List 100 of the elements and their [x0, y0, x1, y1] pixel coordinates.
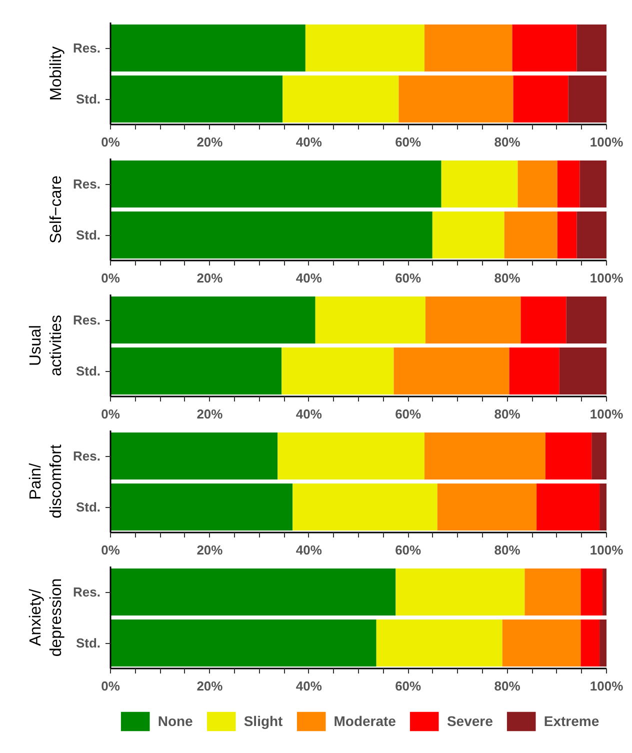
- x-tick-label: 60%: [395, 270, 422, 286]
- bar: [566, 296, 606, 344]
- legend-label: Severe: [446, 713, 493, 729]
- bar: [568, 76, 606, 122]
- bar: [110, 212, 432, 258]
- x-tick-label: 80%: [494, 134, 521, 150]
- x-tick-label: 0%: [101, 270, 120, 286]
- bar: [315, 296, 426, 344]
- y-tick-label: Res.: [73, 584, 101, 600]
- legend-label: Moderate: [334, 713, 396, 729]
- bar: [437, 484, 537, 530]
- y-tick-label: Res.: [73, 312, 101, 328]
- bar: [282, 76, 399, 122]
- bar: [305, 24, 424, 72]
- x-tick-label: 100%: [590, 270, 624, 286]
- y-axis-title: Usual activities: [28, 314, 66, 376]
- y-axis-title: Self−care: [48, 175, 66, 244]
- bar: [509, 348, 560, 394]
- bar: [520, 296, 566, 344]
- bar: [592, 432, 606, 480]
- bar: [559, 348, 606, 394]
- bar: [557, 160, 580, 208]
- x-tick-label: 40%: [296, 406, 322, 422]
- x-tick-label: 100%: [590, 678, 624, 694]
- x-tick-label: 60%: [395, 134, 422, 150]
- x-tick-label: 60%: [395, 678, 422, 694]
- bar: [502, 620, 581, 666]
- y-tick-label: Std.: [76, 636, 101, 650]
- x-tick-label: 40%: [296, 542, 322, 558]
- bar: [376, 620, 502, 666]
- x-tick-label: 60%: [395, 406, 422, 422]
- bar: [545, 432, 592, 480]
- bar: [580, 160, 606, 208]
- bar: [396, 568, 525, 616]
- x-tick-label: 40%: [296, 270, 322, 286]
- x-tick-label: 0%: [101, 678, 120, 694]
- x-tick-label: 100%: [590, 542, 624, 558]
- bar: [518, 160, 558, 208]
- bar: [576, 212, 606, 258]
- x-tick-label: 80%: [494, 678, 521, 694]
- bar: [557, 212, 577, 258]
- bar: [580, 568, 603, 616]
- bar: [110, 484, 293, 530]
- bar: [110, 568, 396, 616]
- y-tick-label: Std.: [76, 500, 101, 514]
- x-tick-label: 20%: [196, 406, 224, 422]
- bar: [110, 432, 278, 480]
- x-tick-label: 40%: [296, 134, 322, 150]
- bar: [600, 484, 606, 530]
- bar: [424, 432, 546, 480]
- y-axis-title: Mobility: [48, 46, 66, 101]
- y-axis-title: Pain/ discomfort: [28, 444, 66, 518]
- bar: [576, 24, 606, 72]
- legend-label: Extreme: [544, 713, 600, 729]
- bar: [110, 348, 282, 394]
- bar: [110, 296, 316, 344]
- bar: [398, 76, 514, 122]
- x-tick-label: 20%: [196, 542, 224, 558]
- x-tick-label: 80%: [494, 270, 521, 286]
- x-tick-label: 100%: [590, 134, 624, 150]
- bar: [394, 348, 510, 394]
- y-tick-label: Std.: [76, 364, 101, 378]
- bar: [292, 484, 438, 530]
- bar: [441, 160, 518, 208]
- bar: [602, 568, 606, 616]
- legend-label: None: [158, 713, 193, 729]
- legend-label: Slight: [244, 713, 283, 729]
- bar: [512, 24, 577, 72]
- bar: [432, 212, 504, 258]
- x-tick-label: 80%: [494, 542, 521, 558]
- bar: [504, 212, 558, 258]
- y-tick-label: Res.: [73, 40, 101, 56]
- bar: [524, 568, 581, 616]
- x-tick-label: 80%: [494, 406, 521, 422]
- bar: [425, 296, 521, 344]
- y-tick-label: Std.: [76, 228, 101, 242]
- x-tick-label: 40%: [296, 678, 322, 694]
- bar: [600, 620, 606, 666]
- y-axis-title: Anxiety/ depression: [28, 578, 66, 657]
- x-tick-label: 0%: [101, 134, 120, 150]
- bar: [282, 348, 394, 394]
- bar: [424, 24, 512, 72]
- bar: [110, 24, 306, 72]
- x-tick-label: 20%: [196, 678, 224, 694]
- y-tick-label: Res.: [73, 176, 101, 192]
- x-tick-label: 0%: [101, 542, 120, 558]
- bar: [278, 432, 424, 480]
- x-tick-label: 60%: [395, 542, 422, 558]
- y-tick-label: Res.: [73, 448, 101, 464]
- bar: [536, 484, 600, 530]
- x-tick-label: 20%: [196, 270, 224, 286]
- bar: [110, 76, 283, 122]
- bar: [110, 620, 376, 666]
- bar: [513, 76, 568, 122]
- x-tick-label: 0%: [101, 406, 120, 422]
- x-tick-label: 20%: [196, 134, 224, 150]
- bar: [110, 160, 442, 208]
- bar: [580, 620, 600, 666]
- y-tick-label: Std.: [76, 92, 101, 106]
- x-tick-label: 100%: [590, 406, 624, 422]
